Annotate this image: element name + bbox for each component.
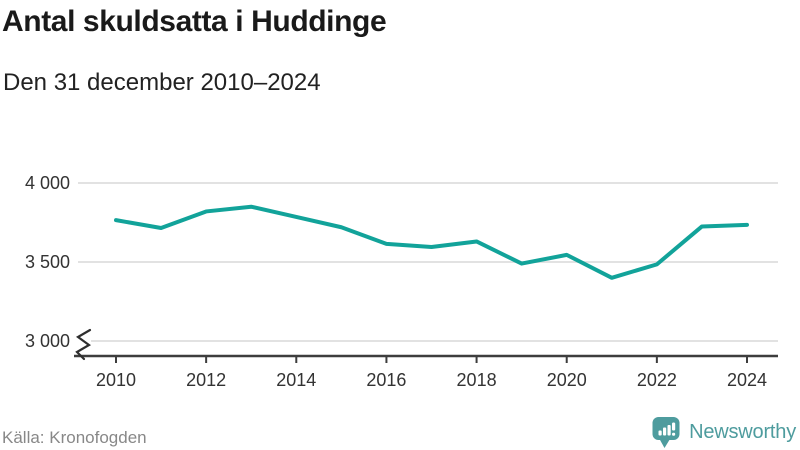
chart-subtitle: Den 31 december 2010–2024 [3, 69, 321, 96]
chart-header: Antal skuldsatta i Huddinge Den 31 decem… [2, 4, 800, 96]
svg-text:2022: 2022 [637, 370, 677, 390]
bar-chart-speech-bubble-icon [652, 417, 680, 448]
svg-text:4 000: 4 000 [25, 173, 70, 193]
svg-text:2018: 2018 [457, 370, 497, 390]
source-label: Källa: Kronofogden [2, 428, 147, 447]
svg-text:2012: 2012 [186, 370, 226, 390]
chart-footer: Källa: Kronofogden Newsworthy [0, 415, 800, 450]
newsworthy-logo[interactable]: Newsworthy [651, 416, 796, 449]
svg-text:2024: 2024 [727, 370, 767, 390]
svg-text:2010: 2010 [96, 370, 136, 390]
newsworthy-wordmark: Newsworthy [689, 421, 796, 443]
svg-text:2020: 2020 [547, 370, 587, 390]
svg-text:3 000: 3 000 [25, 331, 70, 351]
svg-text:3 500: 3 500 [25, 252, 70, 272]
chart-title: Antal skuldsatta i Huddinge [2, 5, 387, 38]
line-chart: 4 000 3 500 3 000 2010 2012 2014 2016 2018 2020 2… [25, 173, 778, 390]
svg-text:2014: 2014 [276, 370, 316, 390]
svg-text:2016: 2016 [366, 370, 406, 390]
